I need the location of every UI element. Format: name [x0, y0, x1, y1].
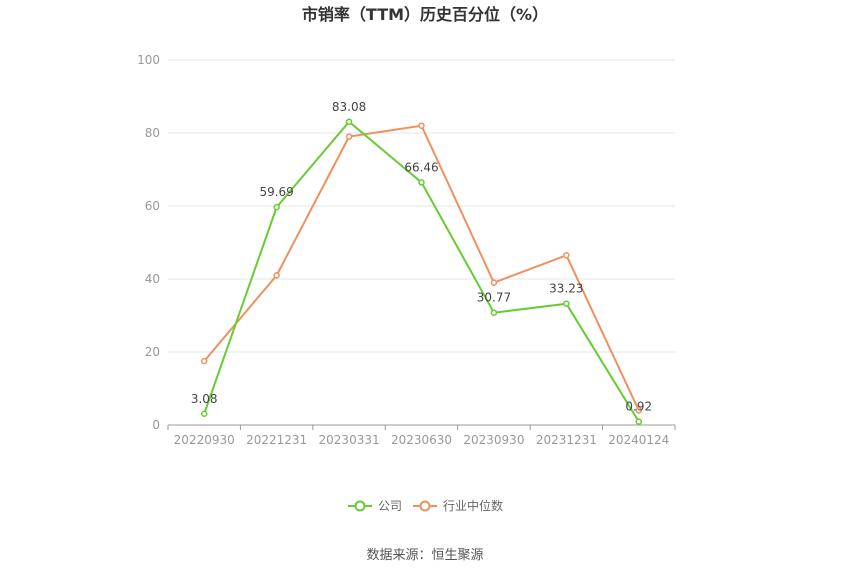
x-tick-label: 20240124 [608, 433, 669, 447]
data-point[interactable] [635, 418, 643, 425]
data-point[interactable] [563, 252, 570, 259]
x-tick-label: 20230630 [391, 433, 452, 447]
y-tick-label: 40 [145, 272, 160, 286]
y-tick-label: 0 [152, 418, 160, 432]
x-tick-label: 20230331 [319, 433, 380, 447]
x-axis: 20220930 20221231 20230331 20230630 20230930… [167, 424, 676, 447]
data-labels: 3.08 59.69 83.08 66.46 30.77 33.23 0.92 [191, 100, 652, 414]
x-tick-label: 20231231 [536, 433, 597, 447]
legend-label: 公司 [378, 499, 402, 513]
data-label: 0.92 [625, 400, 652, 414]
data-point[interactable] [418, 122, 425, 129]
series-layer [200, 118, 643, 425]
legend-marker [354, 500, 366, 512]
legend-label: 行业中位数 [443, 498, 503, 513]
y-axis: 0 20 40 60 80 100 [137, 53, 160, 432]
y-tick-label: 20 [145, 345, 160, 359]
x-tick-label: 20230930 [463, 433, 524, 447]
data-point[interactable] [200, 410, 208, 418]
legend-item-0[interactable]: 公司 [348, 499, 402, 513]
data-label: 33.23 [549, 282, 583, 296]
y-tick-label: 60 [145, 199, 160, 213]
y-tick-label: 100 [137, 53, 160, 67]
x-tick-label: 20220930 [174, 433, 235, 447]
legend-item-1[interactable]: 行业中位数 [413, 498, 503, 513]
data-point[interactable] [273, 203, 280, 211]
data-point[interactable] [345, 118, 353, 126]
data-point[interactable] [490, 279, 498, 286]
source-text: 数据来源：恒生聚源 [366, 548, 483, 563]
x-tick-label: 20221231 [246, 433, 307, 447]
data-point[interactable] [273, 272, 280, 279]
data-label: 3.08 [191, 392, 218, 406]
data-point[interactable] [635, 407, 643, 414]
data-label: 66.46 [404, 160, 438, 174]
data-point[interactable] [345, 133, 353, 140]
legend-marker [419, 500, 431, 512]
data-label: 59.69 [259, 185, 293, 199]
data-point[interactable] [563, 300, 570, 307]
data-point[interactable] [418, 179, 425, 186]
y-tick-label: 80 [145, 126, 160, 140]
data-label: 83.08 [332, 100, 366, 114]
chart-title: 市销率（TTM）历史百分位（%） [302, 5, 548, 24]
legend[interactable]: 公司 行业中位数 [348, 498, 503, 513]
data-label: 30.77 [477, 291, 511, 305]
gridlines [168, 59, 675, 353]
data-point[interactable] [490, 309, 498, 316]
data-point[interactable] [200, 357, 208, 365]
